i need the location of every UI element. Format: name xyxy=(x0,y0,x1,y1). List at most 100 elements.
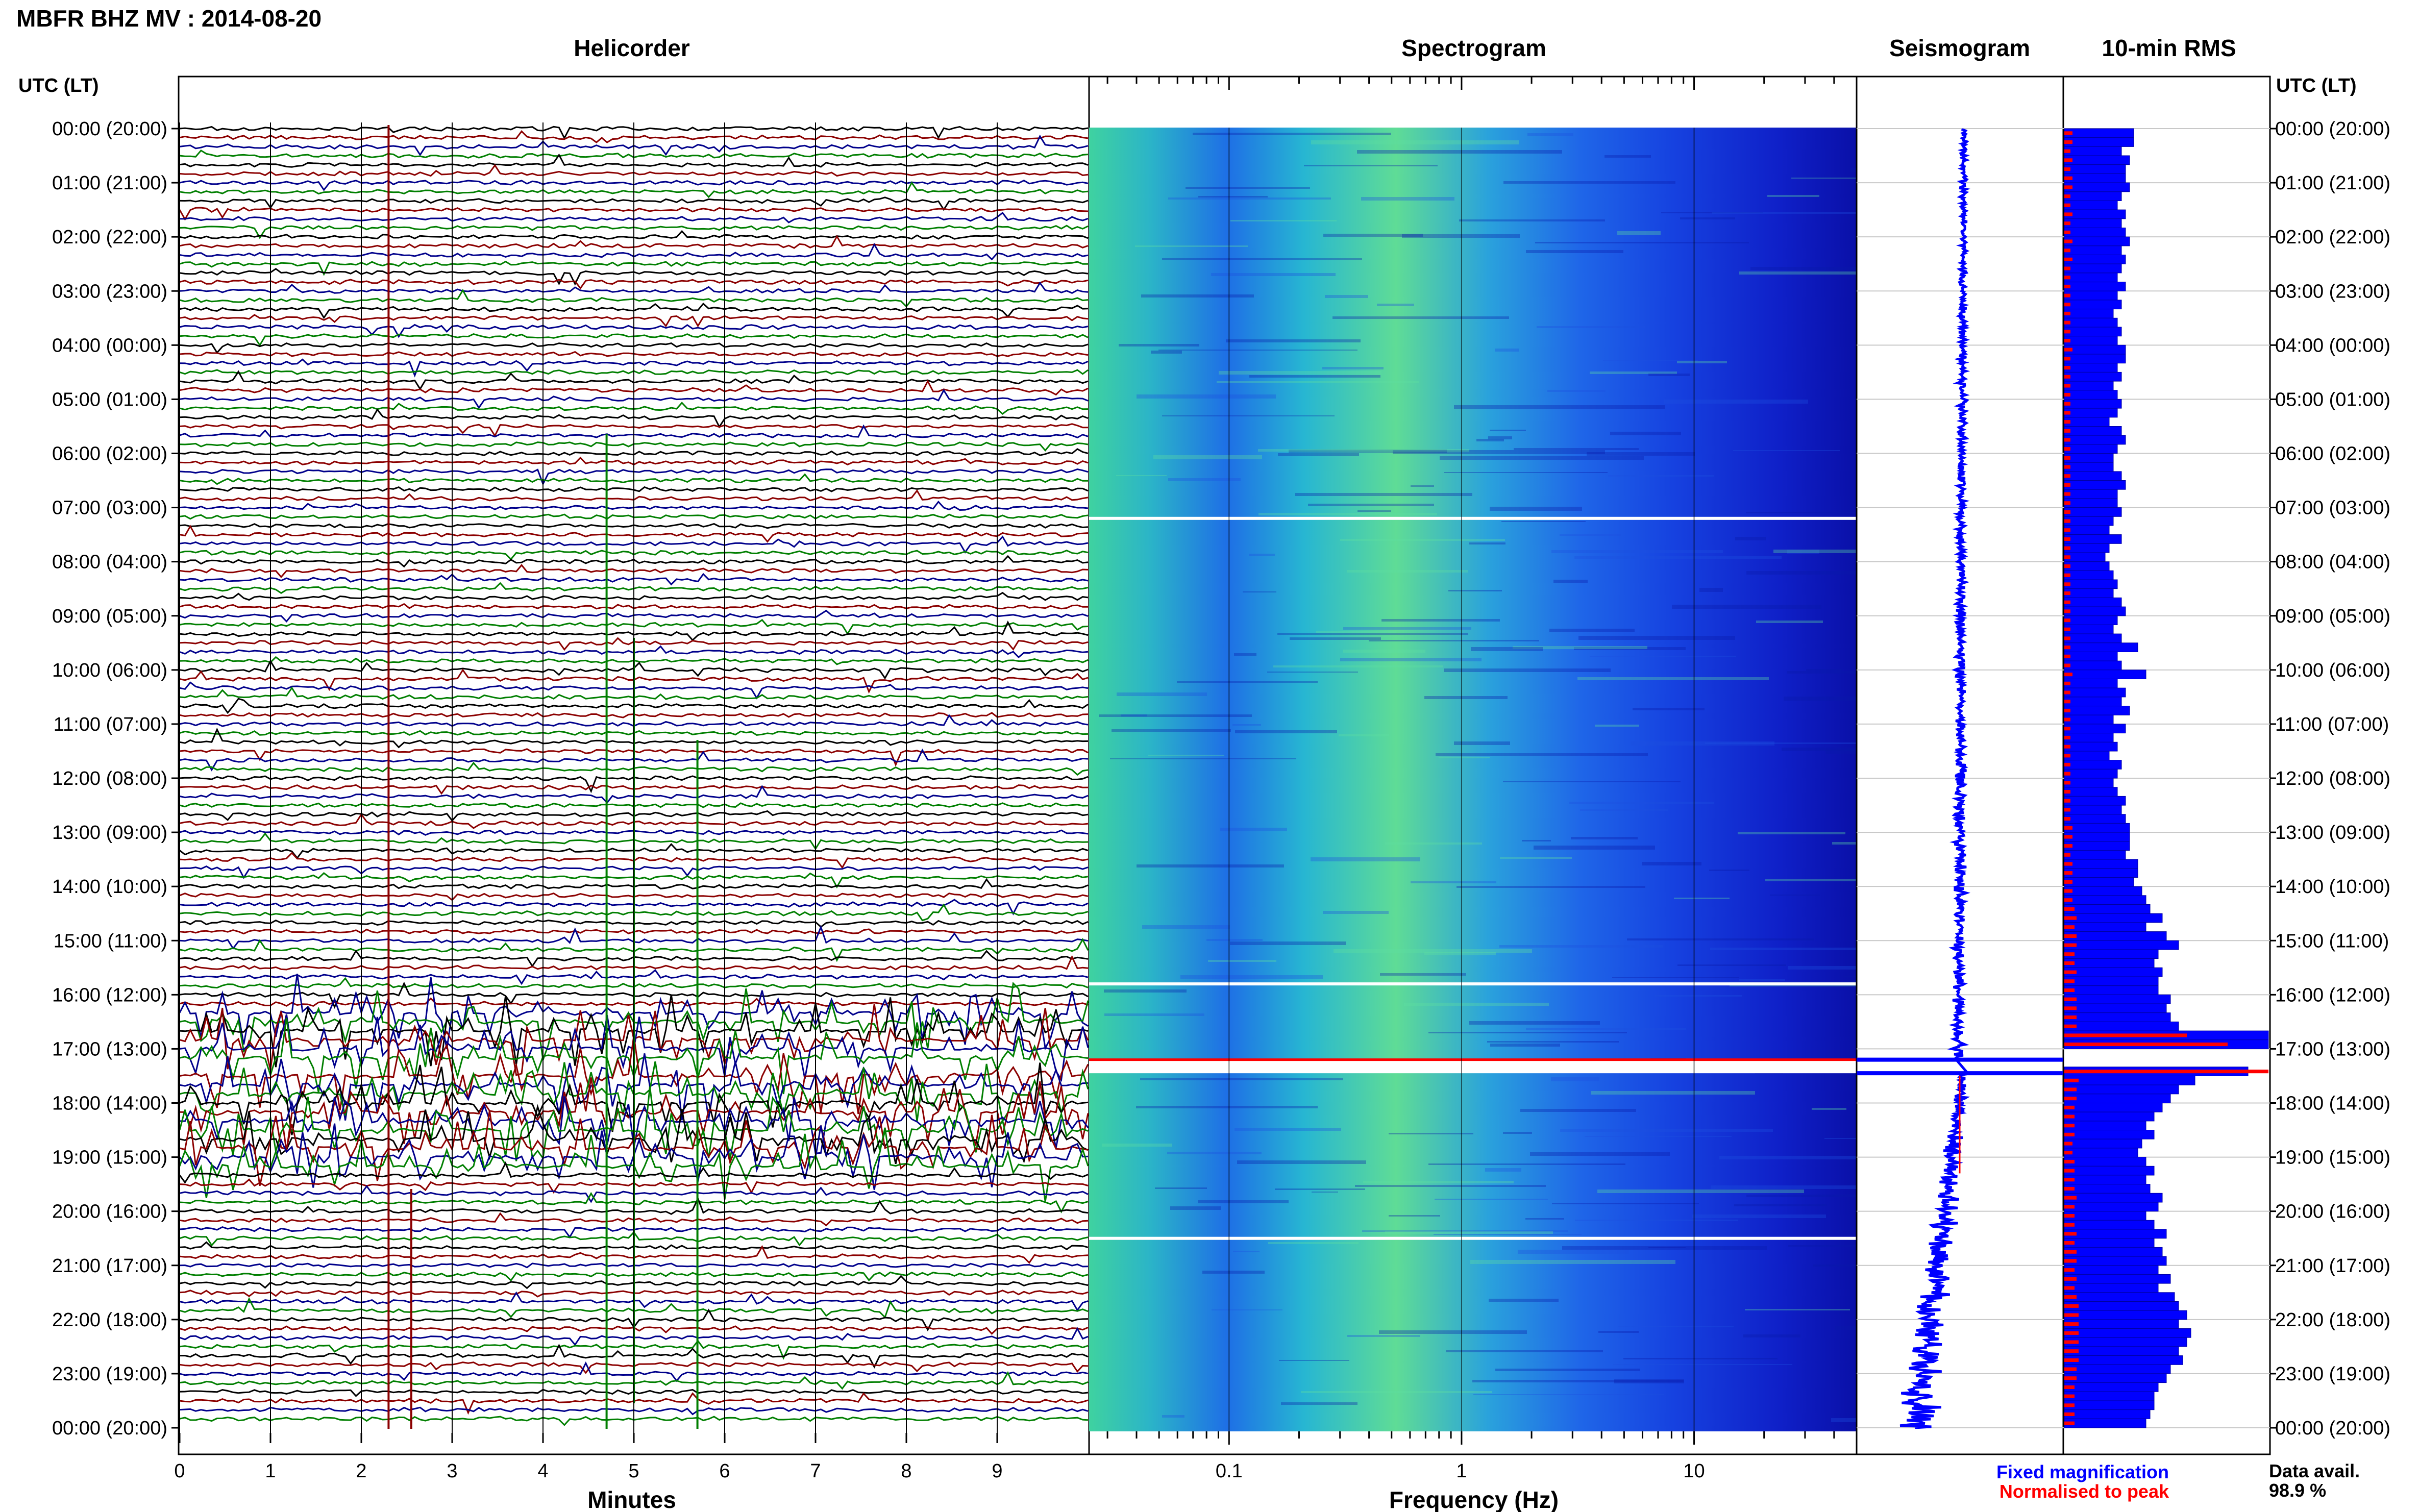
spectrogram-stripe xyxy=(1518,1250,1629,1254)
rms-bar-fixed xyxy=(2064,859,2138,869)
rms-bar-fixed xyxy=(2064,706,2130,715)
rms-bar-fixed xyxy=(2064,1211,2146,1221)
spectrogram-stripe xyxy=(1402,234,1520,238)
spectrogram-stripe xyxy=(1710,948,1897,950)
rms-bar-normalised xyxy=(2064,880,2072,884)
rms-bar-normalised xyxy=(2064,194,2070,199)
helicorder-x-tick-label: 8 xyxy=(901,1460,911,1482)
rms-bar-normalised xyxy=(2064,772,2070,776)
rms-bar-normalised xyxy=(2064,402,2070,406)
rms-bar-fixed xyxy=(2064,1202,2159,1212)
y-tick-label-right: 20:00 (16:00) xyxy=(2275,1201,2390,1223)
rms-bar-normalised xyxy=(2064,1376,2077,1380)
helicorder-x-tick-label: 5 xyxy=(628,1460,639,1482)
rms-bar-fixed xyxy=(2064,579,2118,589)
helicorder-x-ticks: 0 1 2 3 4 5 6 7 8 9 xyxy=(174,122,1003,1482)
spectrogram-stripe xyxy=(1580,809,1668,811)
rms-bar-normalised xyxy=(2064,582,2070,586)
rms-bar-fixed xyxy=(2064,724,2126,734)
rms-bar-normalised xyxy=(2064,1214,2075,1218)
rms-bar-normalised xyxy=(2064,1169,2075,1173)
rms-bar-normalised xyxy=(2064,1078,2079,1082)
spectrogram-stripe xyxy=(1168,478,1241,481)
spectrogram-stripe xyxy=(1162,258,1362,260)
spectrogram-stripe xyxy=(1745,1309,1850,1310)
spectrogram-stripe xyxy=(1206,939,1263,941)
spectrogram-stripe xyxy=(1289,450,1447,453)
rms-bar-fixed xyxy=(2064,399,2122,409)
spectrogram-stripe xyxy=(1487,1041,1619,1043)
rms-bar-fixed xyxy=(2064,570,2114,580)
spectrogram-stripe xyxy=(1598,1331,1639,1333)
spectrogram-stripe xyxy=(1471,647,1543,651)
rms-bar-fixed xyxy=(2064,733,2114,742)
y-tick-label-right: 10:00 (06:00) xyxy=(2275,660,2390,681)
rms-bar-normalised xyxy=(2064,393,2070,397)
spectrogram-stripe xyxy=(1472,1380,1684,1382)
y-tick-label-left: 20:00 (16:00) xyxy=(52,1201,167,1223)
spectrogram-stripe xyxy=(1343,650,1425,653)
spectrogram-stripe xyxy=(1648,374,1690,376)
rms-bar-fixed xyxy=(2064,1076,2195,1085)
rms-bar-normalised xyxy=(2064,727,2070,731)
rms-bar-fixed xyxy=(2064,1148,2138,1158)
rms-bar-normalised xyxy=(2064,140,2072,144)
rms-bar-fixed xyxy=(2064,1012,2171,1022)
rms-bar-fixed xyxy=(2064,1229,2167,1239)
rms-bar-normalised xyxy=(2064,979,2075,983)
spectrogram-stripe xyxy=(1158,350,1357,351)
time-axis-label-right: UTC (LT) xyxy=(2276,75,2357,96)
spectrogram-x-tick-label: 10 xyxy=(1683,1460,1705,1482)
rms-bar-normalised xyxy=(2064,384,2070,388)
rms-bar-fixed xyxy=(2064,1283,2159,1293)
spectrogram-stripe xyxy=(1102,1144,1172,1147)
spectrogram-stripe xyxy=(1560,1129,1773,1132)
spectrogram-stripe xyxy=(1608,475,1714,477)
rms-bar-fixed xyxy=(2064,1382,2159,1392)
spectrogram-stripe xyxy=(1499,945,1663,948)
rms-bar-fixed xyxy=(2064,823,2130,833)
y-tick-label-left: 10:00 (06:00) xyxy=(52,660,167,681)
spectrogram-stripe xyxy=(1770,895,1820,896)
rms-bar-normalised xyxy=(2064,257,2072,261)
spectrogram-stripe xyxy=(1275,1188,1365,1190)
spectrogram-stripe xyxy=(1473,1394,1664,1395)
rms-bar-normalised xyxy=(2064,546,2070,550)
spectrogram-stripe xyxy=(1560,534,1621,536)
rms-bar-fixed xyxy=(2064,1337,2187,1347)
data-gap xyxy=(1089,1059,1857,1074)
rms-bar-normalised xyxy=(2064,528,2070,532)
rms-bar-fixed xyxy=(2064,1130,2155,1139)
spectrogram-stripe xyxy=(1735,537,1766,540)
rms-bar-normalised xyxy=(2064,1024,2077,1028)
spectrogram-stripe xyxy=(1655,995,1742,997)
rms-bar-normalised xyxy=(2064,817,2070,821)
rms-bar-fixed xyxy=(2064,390,2118,400)
spectrogram-stripe xyxy=(1235,1128,1341,1131)
rms-bar-fixed xyxy=(2064,1409,2151,1419)
spectrogram-stripe xyxy=(1217,381,1419,383)
rms-bar-normalised xyxy=(2064,1033,2187,1037)
spectrogram-stripe xyxy=(1495,1369,1640,1371)
spectrogram-stripe xyxy=(1813,1265,1890,1267)
spectrogram-stripe xyxy=(1312,1192,1338,1193)
spectrogram-stripe xyxy=(1119,344,1199,346)
rms-bar-fixed xyxy=(2064,381,2114,391)
spectrogram-stripe xyxy=(1167,1152,1262,1154)
rms-bar-fixed xyxy=(2064,272,2118,283)
spectrogram-stripe xyxy=(1705,742,1885,744)
rms-bar-normalised xyxy=(2064,844,2072,848)
spectrogram-stripe xyxy=(1104,989,1187,993)
spectrogram-stripe xyxy=(1155,1187,1207,1189)
rms-bar-normalised xyxy=(2064,249,2070,253)
rms-bar-fixed xyxy=(2064,173,2126,183)
spectrogram-stripe xyxy=(1500,857,1572,859)
rms-bar-normalised xyxy=(2064,492,2070,496)
y-tick-label-right: 18:00 (14:00) xyxy=(2275,1093,2390,1114)
rms-bar-fixed xyxy=(2064,940,2179,950)
rms-bar-fixed xyxy=(2064,922,2146,932)
rms-bar-fixed xyxy=(2064,1138,2142,1149)
spectrogram-stripe xyxy=(1202,1271,1265,1274)
y-tick-label-right: 11:00 (07:00) xyxy=(2275,714,2389,735)
spectrogram-stripe xyxy=(1633,708,1705,710)
